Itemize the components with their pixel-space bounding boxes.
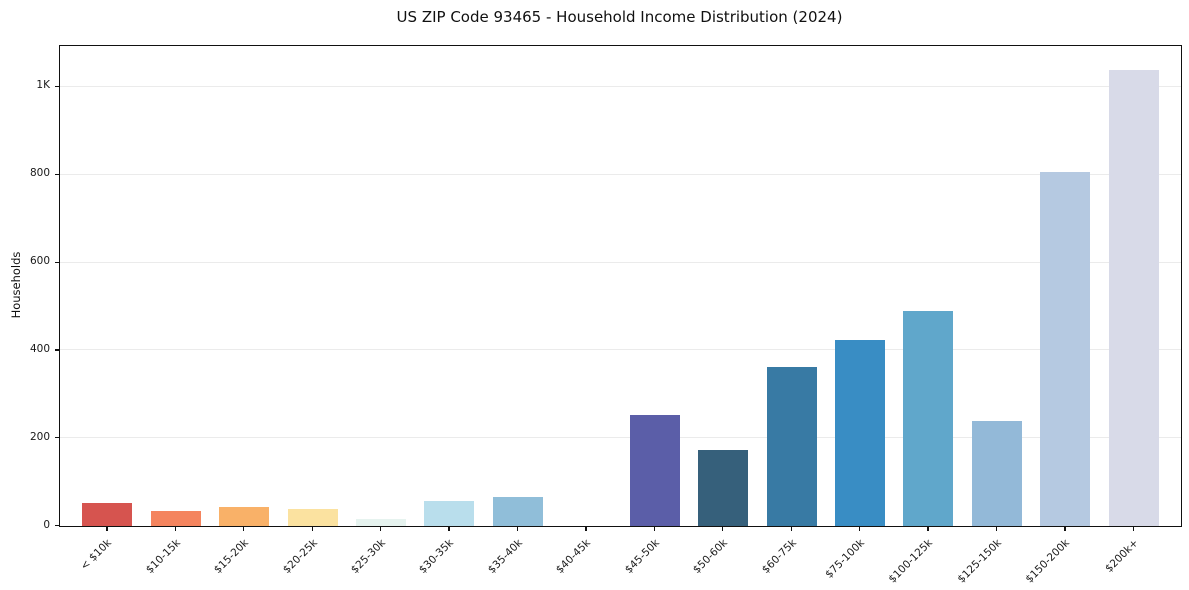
y-tick-mark	[55, 437, 59, 439]
bar-$15-20k	[219, 506, 270, 526]
gridline	[60, 85, 1181, 87]
gridline	[60, 261, 1181, 263]
bar-$50-60k	[698, 450, 749, 526]
bar-slot	[141, 46, 209, 526]
y-tick-label: 200	[29, 430, 50, 443]
chart-title: US ZIP Code 93465 - Household Income Dis…	[396, 8, 843, 26]
bar-slot	[415, 46, 483, 526]
bar-$60-75k	[766, 367, 817, 526]
x-tick-mark	[995, 526, 998, 531]
bar-slot	[552, 46, 620, 526]
bar-slot	[689, 46, 757, 526]
gridlines-layer	[60, 46, 1181, 526]
y-tick-mark	[55, 85, 59, 88]
x-tick-mark	[379, 526, 382, 531]
y-tick-mark	[55, 525, 59, 527]
bar-$125-150k	[971, 421, 1022, 526]
x-tick-mark	[243, 526, 245, 531]
y-tick-label: 400	[29, 342, 50, 355]
y-tick-mark	[55, 349, 59, 351]
x-tick-label: $150-200k	[1023, 536, 1073, 586]
bar-slot	[1100, 46, 1168, 526]
x-tick-label: $45-50k	[622, 536, 662, 576]
bar-$10-15k	[150, 510, 201, 526]
bar-$100-125k	[903, 311, 954, 526]
bar-slot	[484, 46, 552, 526]
x-tick-label: $20-25k	[280, 536, 320, 576]
x-tick-label: < $10k	[78, 536, 115, 573]
x-tick-label: $40-45k	[554, 536, 594, 576]
bar-slot	[826, 46, 894, 526]
x-tick-label: $30-35k	[417, 536, 457, 576]
x-tick-mark	[1132, 526, 1135, 531]
bar-< $10k	[82, 503, 133, 526]
bar-slot	[347, 46, 415, 526]
x-tick-label: $50-60k	[690, 536, 731, 576]
bar-$35-40k	[492, 496, 543, 526]
x-tick-mark	[653, 526, 656, 531]
bar-slot	[73, 46, 141, 526]
bar-$150-200k	[1040, 172, 1091, 526]
bar-slot	[757, 46, 825, 526]
y-tick-mark	[55, 173, 59, 175]
x-tick-mark	[516, 526, 519, 531]
x-tick-mark	[174, 526, 176, 531]
bar-$45-50k	[629, 414, 680, 526]
bar-slot	[621, 46, 689, 526]
x-axis: < $10k $10-15k $15-20k $20-25k $25-30k $30-35…	[59, 526, 1180, 590]
x-tick-mark	[927, 526, 929, 531]
bar-$200k+	[1108, 70, 1159, 526]
y-axis: 0 200 400 600 800 1K	[0, 45, 59, 531]
x-tick-mark	[448, 526, 450, 531]
x-tick-label: $25-30k	[348, 536, 388, 576]
x-tick-mark	[859, 526, 861, 531]
gridline	[60, 173, 1181, 175]
bar-slot	[278, 46, 346, 526]
y-tick-label: 0	[43, 518, 50, 531]
x-tick-mark	[311, 526, 313, 531]
x-tick-label: $75-100k	[823, 536, 867, 581]
x-tick-label: $100-125k	[886, 536, 936, 586]
y-tick-mark	[55, 261, 59, 263]
x-tick-mark	[106, 526, 108, 531]
x-tick-label: $60-75k	[759, 536, 799, 576]
x-tick-mark	[585, 526, 587, 531]
bars-layer	[60, 46, 1181, 526]
gridline	[60, 349, 1181, 351]
x-tick-mark	[790, 526, 792, 531]
x-tick-mark	[1064, 526, 1066, 531]
bar-slot	[894, 46, 962, 526]
x-tick-mark	[722, 526, 724, 531]
y-tick-label: 1K	[36, 79, 50, 92]
bar-$75-100k	[835, 340, 885, 526]
x-tick-label: $15-20k	[211, 536, 251, 576]
bar-$30-35k	[424, 500, 475, 526]
y-tick-label: 600	[29, 255, 50, 267]
bar-slot	[210, 46, 278, 526]
x-tick-label: $125-150k	[955, 536, 1004, 586]
bar-$20-25k	[287, 508, 338, 526]
y-tick-label: 800	[29, 167, 50, 180]
x-tick-label: $10-15k	[143, 536, 183, 576]
bar-$25-30k	[355, 518, 406, 526]
bar-slot	[963, 46, 1031, 526]
x-tick-label: $35-40k	[485, 536, 525, 576]
x-tick-label: $200k+	[1102, 536, 1141, 575]
bar-slot	[1031, 46, 1099, 526]
plot-area	[59, 45, 1182, 527]
gridline	[60, 437, 1181, 439]
